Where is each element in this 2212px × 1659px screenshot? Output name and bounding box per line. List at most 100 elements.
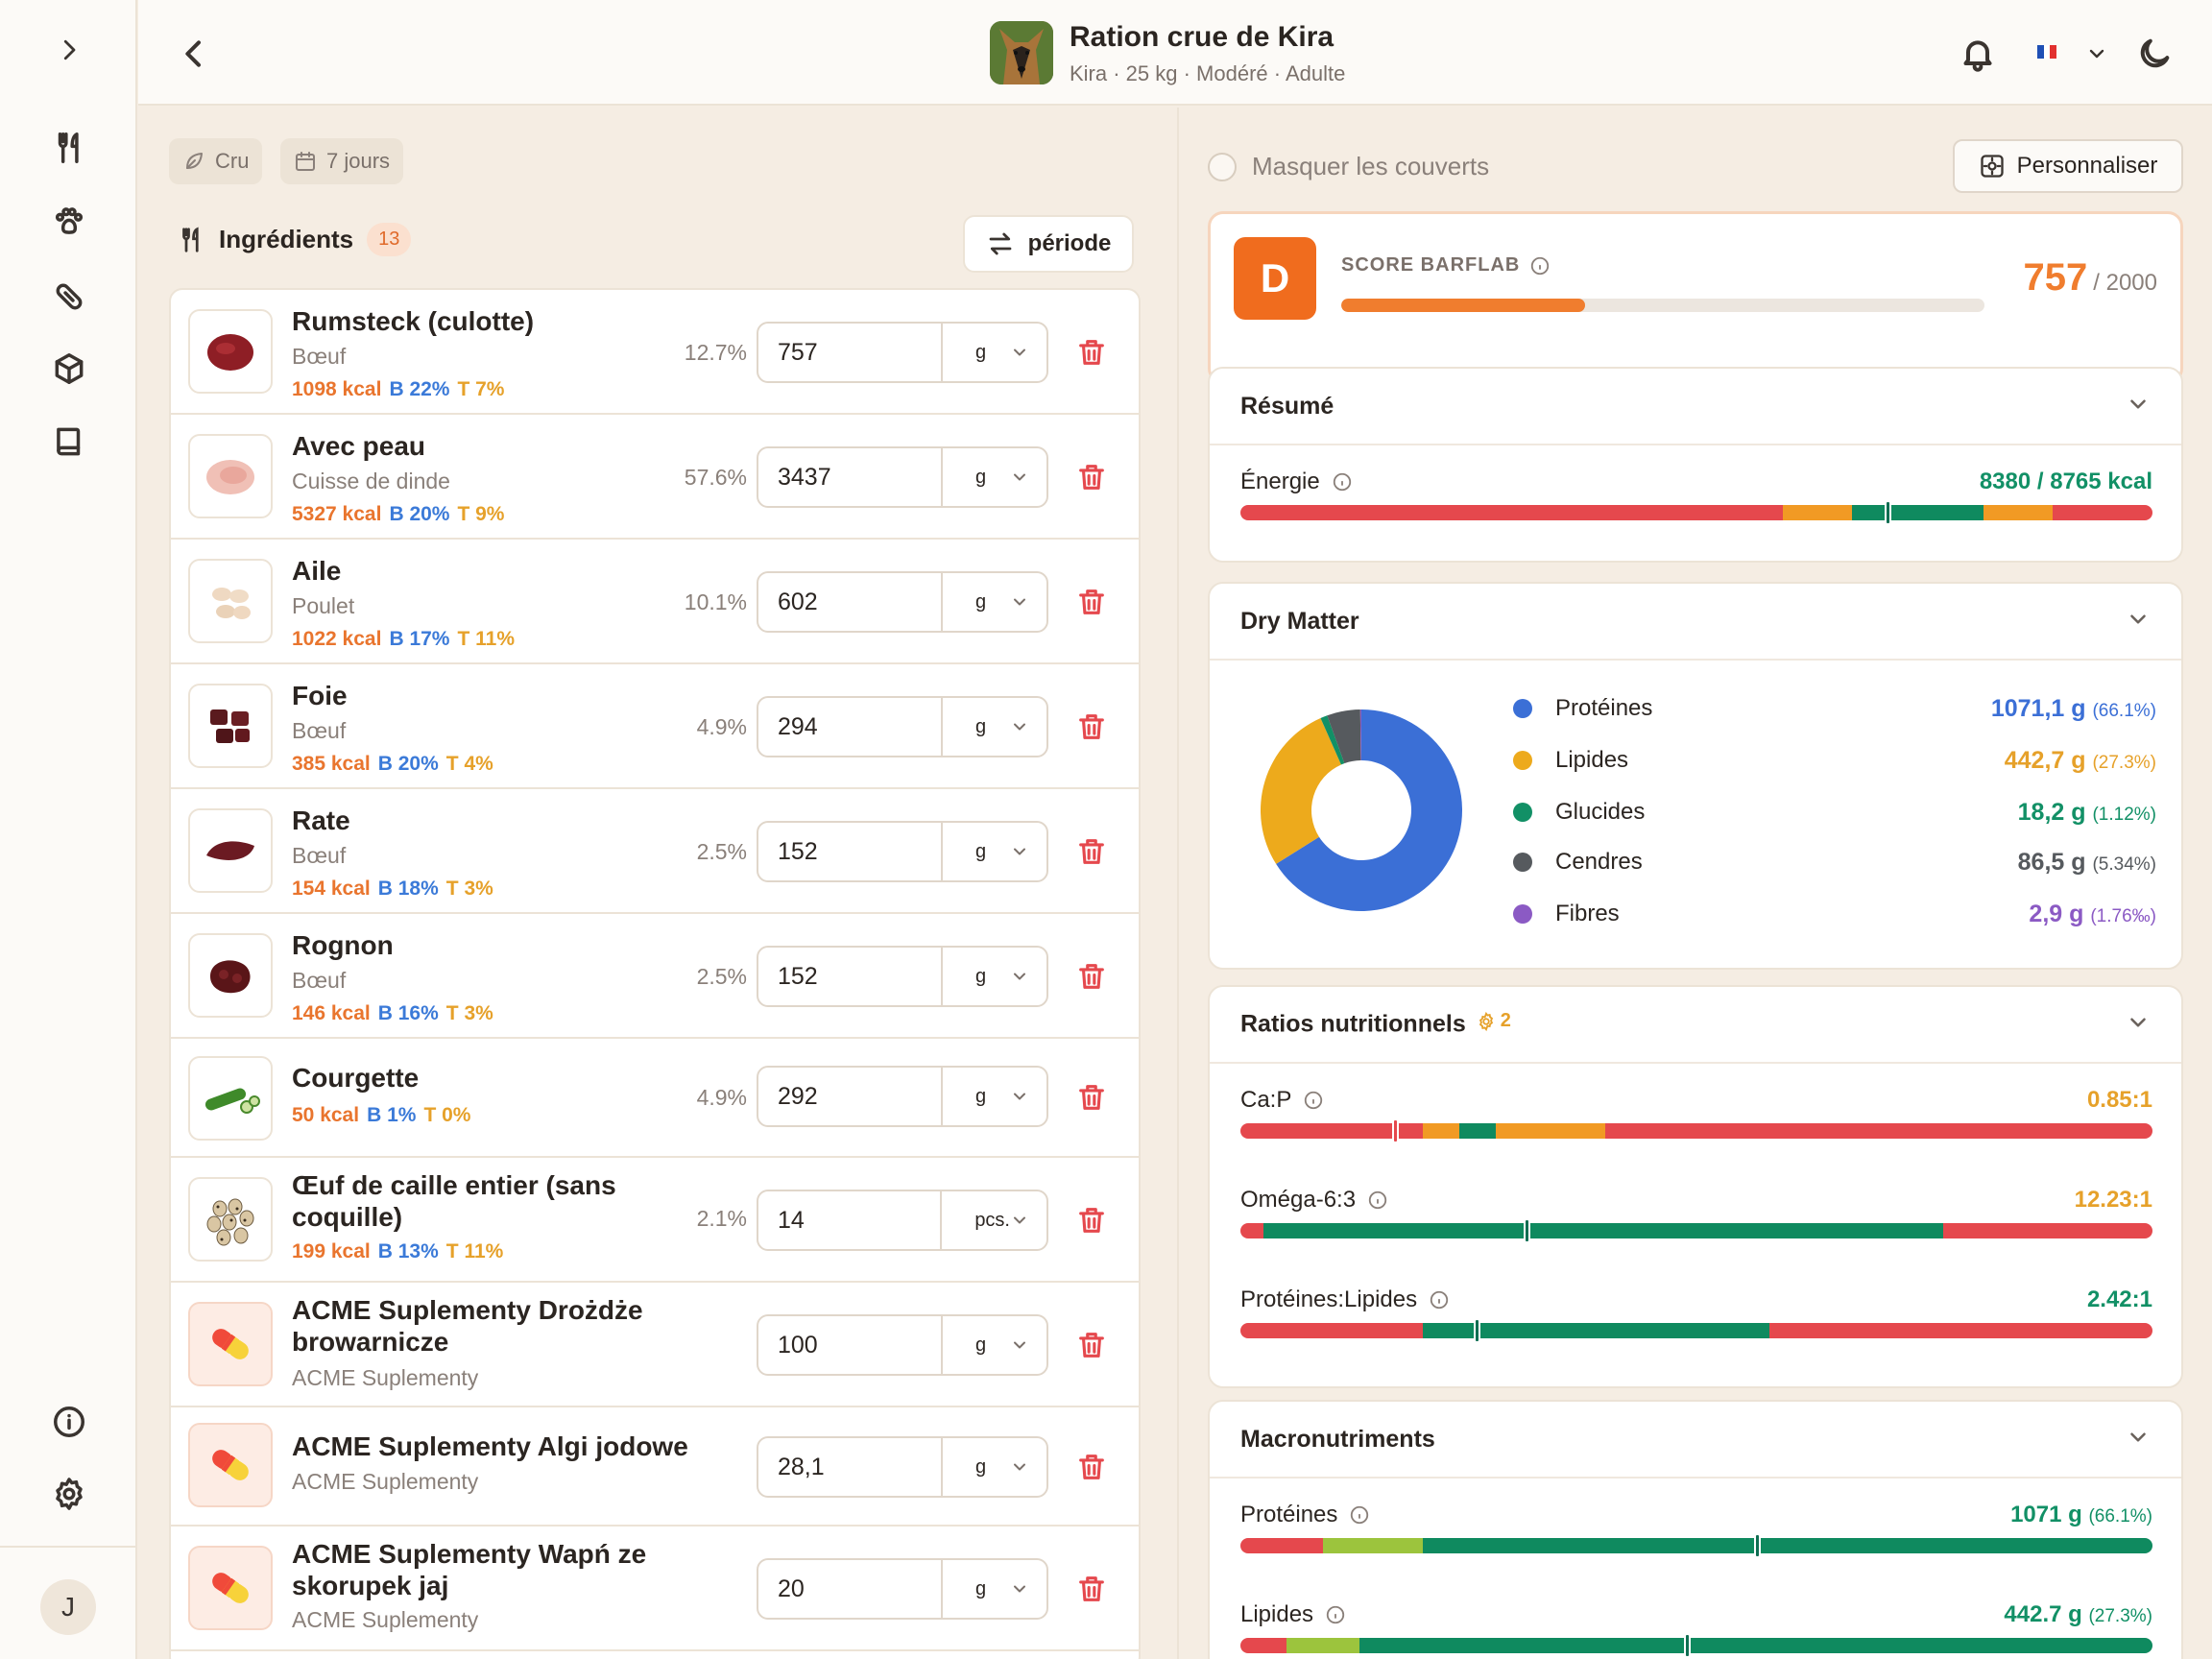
mask-radio[interactable] [1208, 152, 1237, 181]
quantity-input[interactable]: 757 [758, 324, 943, 381]
mask-toggle[interactable]: Masquer les couverts [1208, 152, 1489, 181]
delete-trash-icon[interactable] [1075, 1081, 1108, 1114]
quantity-field[interactable]: 100 g [757, 1314, 1048, 1376]
ingredient-name: Courgette [292, 1063, 420, 1093]
pill-icon[interactable] [44, 272, 94, 322]
language-chevron-icon[interactable] [2085, 42, 2108, 65]
delete-trash-icon[interactable] [1075, 1573, 1108, 1605]
chevron-down-icon[interactable] [2126, 1425, 2151, 1455]
unit-select[interactable]: g [943, 1438, 1046, 1496]
resume-header[interactable]: Résumé [1210, 369, 2181, 445]
quantity-field[interactable]: 757 g [757, 322, 1048, 383]
quantity-field[interactable]: 14 pcs. [757, 1190, 1048, 1251]
ingredient-row[interactable]: Œuf de caille entier (sans coquille) 199… [171, 1158, 1139, 1283]
periode-button[interactable]: période [963, 215, 1134, 273]
macros-header[interactable]: Macronutriments [1210, 1402, 2181, 1479]
quantity-input[interactable]: 20 [758, 1560, 943, 1618]
unit-select[interactable]: g [943, 1316, 1046, 1374]
back-icon[interactable] [175, 35, 213, 73]
unit-select[interactable]: g [943, 573, 1046, 631]
ingredient-row[interactable]: Rate Bœuf 154 kcal B 18% T 3% 2.5% 152 g [171, 789, 1139, 914]
unit-select[interactable]: g [943, 1560, 1046, 1618]
ingredient-row[interactable]: Aile Poulet 1022 kcal B 17% T 11% 10.1% 60… [171, 540, 1139, 664]
quantity-field[interactable]: 28,1 g [757, 1436, 1048, 1498]
ingredient-row[interactable]: Rognon Bœuf 146 kcal B 16% T 3% 2.5% 152 g [171, 914, 1139, 1039]
unit-select[interactable]: g [943, 823, 1046, 880]
quantity-input[interactable]: 100 [758, 1316, 943, 1374]
expand-sidebar-icon[interactable] [44, 25, 94, 75]
ratios-header[interactable]: Ratios nutritionnels 2 [1210, 987, 2181, 1064]
ingredient-row[interactable]: ACME Suplementy Wapń ze skorupek jaj ACM… [171, 1527, 1139, 1651]
box-icon[interactable] [44, 344, 94, 394]
delete-trash-icon[interactable] [1075, 710, 1108, 743]
personalize-button[interactable]: Personnaliser [1953, 139, 2183, 193]
quantity-input[interactable]: 152 [758, 823, 943, 880]
quantity-field[interactable]: 602 g [757, 571, 1048, 633]
delete-trash-icon[interactable] [1075, 1204, 1108, 1237]
unit-select[interactable]: g [943, 698, 1046, 756]
delete-trash-icon[interactable] [1075, 835, 1108, 868]
delete-trash-icon[interactable] [1075, 1451, 1108, 1483]
info-icon[interactable] [1325, 1604, 1346, 1625]
french-flag-icon[interactable] [2037, 45, 2057, 59]
chevron-down-icon[interactable] [2126, 392, 2151, 421]
quantity-field[interactable]: 292 g [757, 1066, 1048, 1127]
ingredient-row[interactable]: Avec peau Cuisse de dinde 5327 kcal B 20%… [171, 415, 1139, 540]
settings-icon[interactable] [44, 1469, 94, 1519]
info-icon[interactable] [1429, 1289, 1450, 1310]
bell-icon[interactable] [1959, 35, 1997, 73]
ingredient-row[interactable]: ACME Suplementy Drożdże browarnicze ACME… [171, 1283, 1139, 1407]
quantity-field[interactable]: 152 g [757, 946, 1048, 1007]
info-icon[interactable] [1367, 1190, 1388, 1211]
donut-slice-lipides[interactable] [1261, 717, 1341, 864]
ingredient-row[interactable]: Rumsteck (culotte) Bœuf 1098 kcal B 22% T … [171, 290, 1139, 415]
quantity-field[interactable]: 152 g [757, 821, 1048, 882]
fork-knife-icon[interactable] [44, 123, 94, 173]
quantity-input[interactable]: 3437 [758, 448, 943, 506]
ingredient-row[interactable]: Foie Bœuf 385 kcal B 20% T 4% 4.9% 294 g [171, 664, 1139, 789]
chevron-down-icon[interactable] [2126, 607, 2151, 637]
info-icon[interactable] [1303, 1090, 1324, 1111]
quantity-input[interactable]: 14 [758, 1191, 943, 1249]
donut-slice-protéines[interactable] [1276, 709, 1462, 911]
delete-trash-icon[interactable] [1075, 960, 1108, 993]
ingredient-name: ACME Suplementy Drożdże browarnicze [292, 1295, 643, 1357]
donut-slice-glucides[interactable] [1320, 715, 1345, 765]
duration-chip[interactable]: 7 jours [280, 138, 404, 184]
quantity-field[interactable]: 20 g [757, 1558, 1048, 1620]
donut-slice-cendres[interactable] [1327, 709, 1361, 764]
page-subtitle: Kira · 25 kg · Modéré · Adulte [1070, 61, 1346, 85]
info-icon[interactable] [44, 1397, 94, 1447]
quantity-input[interactable]: 294 [758, 698, 943, 756]
ingredient-row[interactable]: Courgette 50 kcal B 1% T 0% 4.9% 292 g [171, 1039, 1139, 1158]
unit-select[interactable]: g [943, 948, 1046, 1005]
quantity-field[interactable]: 3437 g [757, 446, 1048, 508]
unit-select[interactable]: g [943, 1068, 1046, 1125]
quantity-input[interactable]: 152 [758, 948, 943, 1005]
delete-trash-icon[interactable] [1075, 461, 1108, 493]
quantity-input[interactable]: 292 [758, 1068, 943, 1125]
info-icon[interactable] [1529, 255, 1551, 276]
delete-trash-icon[interactable] [1075, 1329, 1108, 1361]
delete-trash-icon[interactable] [1075, 586, 1108, 618]
ingredient-percent: 2.5% [696, 839, 747, 864]
delete-trash-icon[interactable] [1075, 336, 1108, 369]
user-avatar[interactable]: J [40, 1579, 96, 1635]
paw-icon[interactable] [44, 197, 94, 247]
quantity-input[interactable]: 602 [758, 573, 943, 631]
book-icon[interactable] [44, 417, 94, 467]
unit-select[interactable]: g [943, 448, 1046, 506]
unit-select[interactable]: pcs. [942, 1191, 1046, 1249]
quantity-input[interactable]: 28,1 [758, 1438, 943, 1496]
unit-select[interactable]: g [943, 324, 1046, 381]
donut-slice-fibres[interactable] [1359, 709, 1361, 761]
moon-icon[interactable] [2135, 35, 2174, 73]
ingredient-row[interactable]: ACME Suplementy Algi jodowe ACME Supleme… [171, 1407, 1139, 1527]
info-icon[interactable] [1349, 1504, 1370, 1526]
ingredient-macros: 1098 kcal B 22% T 7% [292, 378, 505, 400]
quantity-field[interactable]: 294 g [757, 696, 1048, 757]
chevron-down-icon[interactable] [2126, 1010, 2151, 1040]
info-icon[interactable] [1332, 471, 1353, 493]
mode-chip[interactable]: Cru [169, 138, 263, 184]
dry-matter-header[interactable]: Dry Matter [1210, 584, 2181, 661]
